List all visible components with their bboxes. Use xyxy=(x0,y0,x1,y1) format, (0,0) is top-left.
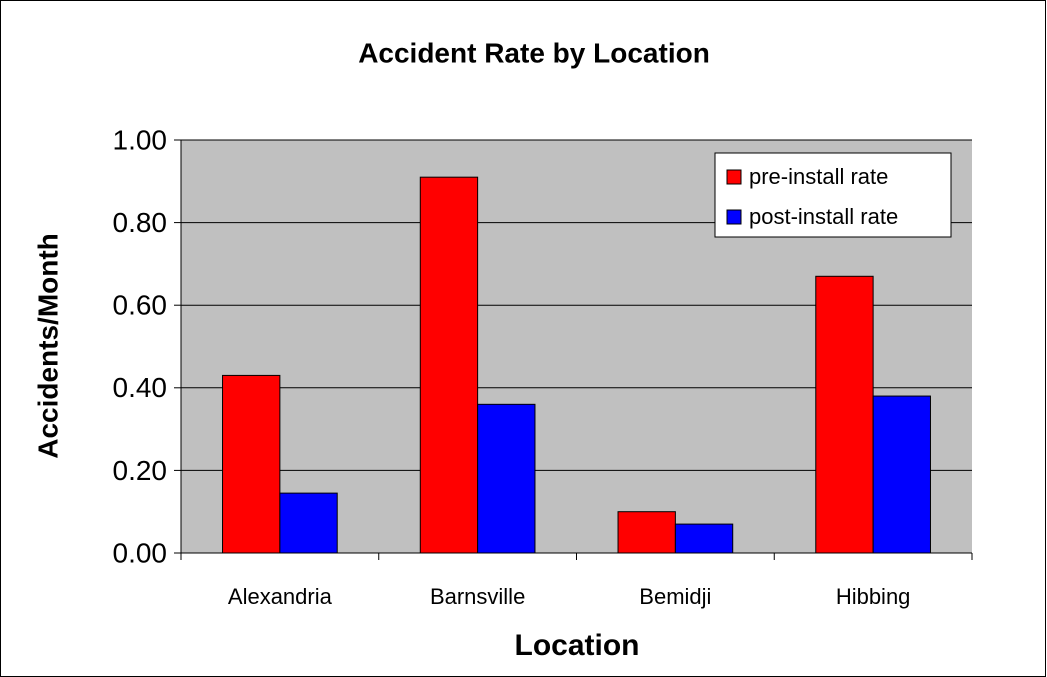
y-tick-label: 0.00 xyxy=(113,537,168,568)
legend-label: post-install rate xyxy=(749,204,898,229)
bar xyxy=(674,523,734,554)
y-tick-label: 1.00 xyxy=(113,124,168,155)
y-axis-title: Accidents/Month xyxy=(32,233,63,459)
y-tick-label: 0.60 xyxy=(113,290,168,321)
y-tick-label: 0.20 xyxy=(113,455,168,486)
bar xyxy=(872,395,931,554)
x-tick-label: Alexandria xyxy=(228,584,333,609)
bar xyxy=(815,275,874,554)
x-axis-title: Location xyxy=(515,629,640,662)
x-tick-label: Hibbing xyxy=(836,584,911,609)
y-tick-label: 0.40 xyxy=(113,372,168,403)
bar xyxy=(477,403,536,554)
legend-label: pre-install rate xyxy=(749,164,888,189)
bar xyxy=(617,511,676,554)
bar xyxy=(222,374,281,554)
chart-title: Accident Rate by Location xyxy=(358,37,710,68)
bar xyxy=(279,492,338,554)
x-tick-label: Bemidji xyxy=(639,584,711,609)
legend-swatch xyxy=(726,209,742,225)
y-tick-label: 0.80 xyxy=(113,207,168,238)
bar xyxy=(419,176,479,554)
x-tick-label: Barnsville xyxy=(430,584,525,609)
legend-box xyxy=(714,152,952,238)
legend-swatch xyxy=(726,169,742,185)
